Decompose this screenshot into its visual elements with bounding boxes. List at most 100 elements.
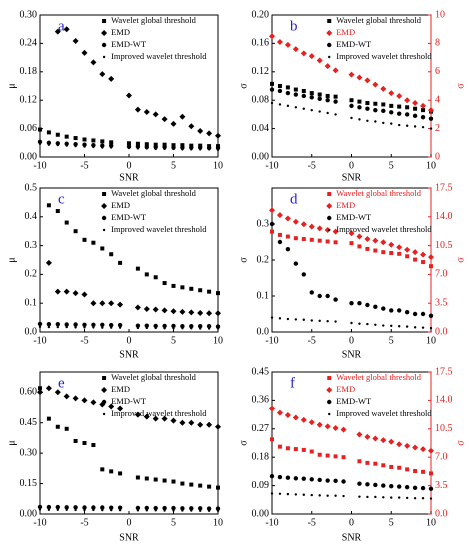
marker-diamond bbox=[54, 28, 61, 35]
marker-square bbox=[73, 229, 78, 234]
marker-diamond bbox=[63, 393, 70, 400]
marker-circle bbox=[420, 485, 426, 491]
marker-square bbox=[153, 275, 158, 280]
marker-circle bbox=[325, 478, 330, 483]
marker-star bbox=[382, 496, 385, 499]
marker-star bbox=[65, 508, 68, 511]
marker-circle bbox=[82, 505, 87, 510]
marker-star bbox=[310, 319, 313, 322]
x-tick-label: 0 bbox=[349, 517, 354, 528]
marker-diamond bbox=[332, 67, 339, 74]
marker-diamond bbox=[188, 309, 195, 316]
marker-star bbox=[390, 324, 393, 328]
marker-square bbox=[135, 475, 140, 480]
legend-marker bbox=[102, 19, 107, 23]
legend-label: Improved wavelet threshold bbox=[336, 51, 432, 61]
legend-label: EMD-WT bbox=[336, 396, 372, 406]
marker-star bbox=[65, 144, 68, 147]
marker-circle bbox=[171, 505, 176, 511]
y2-axis-label: σ bbox=[455, 257, 466, 263]
marker-circle bbox=[73, 322, 78, 327]
marker-star bbox=[421, 326, 425, 329]
marker-circle bbox=[162, 505, 167, 511]
legend-label: EMD bbox=[336, 200, 355, 210]
marker-circle bbox=[144, 323, 149, 328]
marker-star bbox=[110, 508, 113, 512]
marker-diamond bbox=[81, 397, 88, 404]
legend-marker bbox=[101, 203, 108, 209]
marker-square bbox=[277, 84, 282, 88]
marker-square bbox=[365, 101, 370, 106]
marker-circle bbox=[100, 143, 105, 148]
marker-diamond bbox=[420, 251, 427, 258]
marker-star bbox=[154, 326, 157, 330]
marker-square bbox=[73, 136, 78, 141]
marker-diamond bbox=[284, 412, 291, 419]
marker-diamond bbox=[161, 307, 168, 314]
marker-diamond bbox=[316, 225, 323, 232]
x-tick-label: 10 bbox=[213, 335, 223, 346]
marker-circle bbox=[285, 90, 291, 96]
marker-star bbox=[136, 147, 140, 150]
marker-circle bbox=[46, 504, 52, 510]
marker-circle bbox=[277, 474, 283, 480]
marker-circle bbox=[215, 506, 221, 511]
marker-diamond bbox=[292, 414, 299, 421]
y-tick-label: 0.20 bbox=[252, 9, 270, 20]
marker-star bbox=[110, 146, 113, 149]
marker-diamond bbox=[117, 301, 124, 308]
marker-star bbox=[172, 509, 175, 512]
legend-label: Improved wavelet threshold bbox=[111, 408, 207, 418]
marker-square bbox=[153, 142, 158, 147]
marker-star bbox=[38, 508, 42, 511]
marker-square bbox=[171, 479, 176, 484]
legend-marker bbox=[102, 412, 106, 416]
marker-square bbox=[429, 264, 433, 269]
marker-diamond bbox=[372, 237, 379, 244]
marker-diamond bbox=[308, 53, 315, 60]
marker-circle bbox=[349, 103, 354, 109]
marker-square bbox=[100, 139, 105, 144]
x-tick-label: 10 bbox=[426, 517, 436, 528]
marker-circle bbox=[269, 87, 275, 92]
marker-circle bbox=[171, 323, 176, 329]
marker-diamond bbox=[332, 424, 339, 431]
legend-label: Wavelet global threshold bbox=[336, 372, 422, 382]
y-tick-label: 0.12 bbox=[20, 94, 38, 105]
legend-label: Wavelet global threshold bbox=[111, 372, 197, 382]
marker-square bbox=[405, 467, 410, 472]
marker-star bbox=[74, 326, 77, 329]
marker-square bbox=[413, 468, 418, 473]
y-axis-label: μ bbox=[6, 83, 17, 88]
x-tick-label: -10 bbox=[265, 335, 278, 346]
marker-circle bbox=[37, 321, 43, 327]
marker-square bbox=[100, 467, 105, 472]
marker-square bbox=[285, 234, 290, 239]
marker-square bbox=[389, 464, 394, 469]
marker-star bbox=[101, 146, 104, 149]
x-tick-label: 5 bbox=[171, 335, 176, 346]
marker-diamond bbox=[396, 244, 403, 251]
marker-circle bbox=[82, 322, 87, 327]
marker-star bbox=[190, 327, 193, 330]
panel-letter: f bbox=[290, 375, 295, 391]
marker-circle bbox=[428, 313, 434, 318]
marker-star bbox=[92, 326, 95, 329]
marker-diamond bbox=[269, 207, 275, 214]
marker-circle bbox=[420, 115, 426, 120]
y2-tick-label: 10.5 bbox=[435, 240, 453, 251]
marker-diamond bbox=[316, 421, 323, 428]
marker-diamond bbox=[428, 447, 434, 454]
y-axis-label: σ bbox=[238, 440, 249, 446]
marker-star bbox=[172, 147, 175, 151]
marker-circle bbox=[153, 323, 158, 329]
marker-circle bbox=[215, 145, 221, 151]
y2-tick-label: 14.0 bbox=[435, 395, 453, 406]
marker-star bbox=[302, 493, 305, 496]
y-tick-label: 0.45 bbox=[252, 366, 270, 377]
marker-diamond bbox=[108, 403, 115, 410]
legend-label: Wavelet global threshold bbox=[336, 188, 422, 198]
marker-square bbox=[357, 459, 362, 464]
y2-axis-label: σ bbox=[455, 83, 466, 89]
marker-star bbox=[163, 327, 166, 330]
